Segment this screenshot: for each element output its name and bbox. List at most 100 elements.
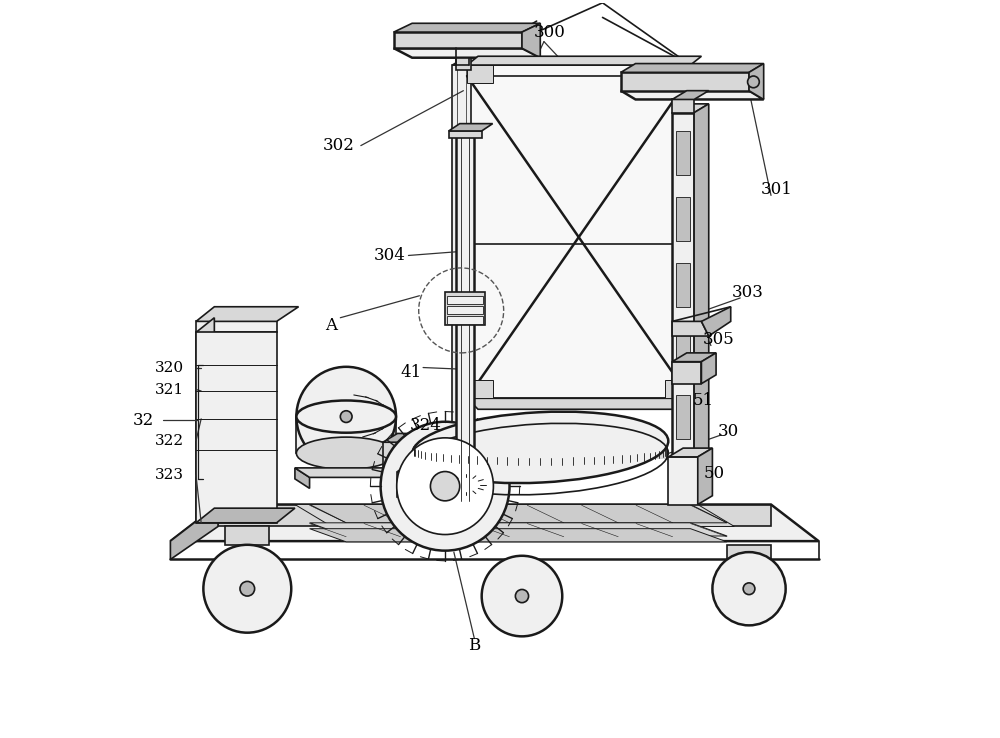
Polygon shape — [310, 505, 727, 523]
Text: 41: 41 — [400, 364, 421, 381]
Polygon shape — [467, 399, 701, 410]
Text: 302: 302 — [323, 137, 355, 154]
Circle shape — [748, 76, 759, 88]
Polygon shape — [672, 321, 709, 336]
Text: 320: 320 — [154, 361, 184, 375]
Polygon shape — [196, 332, 277, 523]
Polygon shape — [676, 197, 690, 241]
Circle shape — [333, 404, 359, 430]
Polygon shape — [452, 65, 471, 427]
Text: 321: 321 — [154, 382, 184, 396]
Circle shape — [340, 411, 352, 422]
Polygon shape — [668, 457, 698, 505]
Polygon shape — [665, 65, 690, 83]
Text: 50: 50 — [703, 465, 724, 482]
Polygon shape — [676, 131, 690, 175]
Text: 32: 32 — [133, 412, 154, 429]
Circle shape — [482, 556, 562, 636]
Polygon shape — [170, 505, 819, 541]
Polygon shape — [456, 58, 471, 70]
Text: 303: 303 — [732, 283, 764, 300]
Polygon shape — [672, 353, 716, 362]
Polygon shape — [727, 545, 771, 559]
Polygon shape — [698, 448, 712, 505]
Text: A: A — [326, 317, 338, 334]
Polygon shape — [296, 417, 396, 453]
Polygon shape — [672, 100, 694, 113]
Text: 30: 30 — [718, 423, 739, 440]
Polygon shape — [456, 134, 474, 501]
Polygon shape — [170, 505, 218, 559]
Polygon shape — [467, 65, 493, 83]
Polygon shape — [452, 56, 485, 65]
Polygon shape — [449, 464, 460, 497]
Circle shape — [203, 545, 291, 632]
Polygon shape — [447, 296, 483, 304]
Polygon shape — [196, 508, 295, 523]
Text: 304: 304 — [374, 247, 406, 264]
Text: 322: 322 — [154, 434, 184, 448]
Circle shape — [712, 552, 786, 625]
Polygon shape — [701, 353, 716, 384]
Polygon shape — [310, 528, 727, 542]
Polygon shape — [467, 380, 493, 399]
Text: 323: 323 — [155, 468, 184, 482]
Text: 300: 300 — [534, 24, 566, 41]
Polygon shape — [676, 328, 690, 373]
Circle shape — [381, 421, 510, 551]
Polygon shape — [621, 72, 749, 91]
Polygon shape — [449, 131, 482, 138]
Text: 301: 301 — [761, 181, 793, 198]
Polygon shape — [196, 321, 277, 332]
Polygon shape — [414, 447, 667, 459]
Polygon shape — [225, 526, 269, 545]
Polygon shape — [672, 104, 709, 113]
Polygon shape — [467, 65, 690, 399]
Polygon shape — [665, 380, 690, 399]
Polygon shape — [676, 395, 690, 438]
Polygon shape — [218, 505, 771, 526]
Polygon shape — [310, 523, 727, 536]
Circle shape — [296, 367, 396, 466]
Circle shape — [515, 590, 529, 603]
Polygon shape — [397, 464, 460, 472]
Polygon shape — [295, 468, 310, 489]
Ellipse shape — [296, 401, 396, 432]
Polygon shape — [749, 63, 764, 100]
Polygon shape — [394, 24, 540, 32]
Polygon shape — [295, 468, 441, 477]
Text: 305: 305 — [702, 331, 734, 348]
Polygon shape — [394, 48, 540, 58]
Polygon shape — [694, 104, 709, 472]
Polygon shape — [672, 362, 701, 384]
Polygon shape — [445, 292, 485, 325]
Circle shape — [743, 583, 755, 595]
Circle shape — [397, 438, 493, 534]
Polygon shape — [676, 263, 690, 307]
Text: 324: 324 — [409, 417, 441, 434]
Polygon shape — [295, 505, 734, 526]
Polygon shape — [196, 318, 214, 523]
Polygon shape — [383, 433, 441, 442]
Text: B: B — [468, 638, 480, 655]
Polygon shape — [672, 91, 709, 100]
Polygon shape — [467, 56, 701, 65]
Circle shape — [430, 472, 460, 501]
Polygon shape — [447, 317, 483, 324]
Polygon shape — [672, 113, 694, 472]
Polygon shape — [447, 306, 483, 314]
Ellipse shape — [412, 412, 668, 483]
Ellipse shape — [296, 437, 396, 469]
Polygon shape — [449, 124, 493, 131]
Polygon shape — [196, 307, 299, 321]
Polygon shape — [383, 442, 427, 472]
Polygon shape — [394, 32, 522, 48]
Polygon shape — [397, 472, 449, 497]
Polygon shape — [701, 307, 731, 336]
Circle shape — [240, 582, 255, 596]
Polygon shape — [621, 91, 764, 100]
Polygon shape — [668, 448, 712, 457]
Text: 51: 51 — [693, 392, 714, 409]
Polygon shape — [621, 63, 764, 72]
Polygon shape — [522, 24, 540, 58]
